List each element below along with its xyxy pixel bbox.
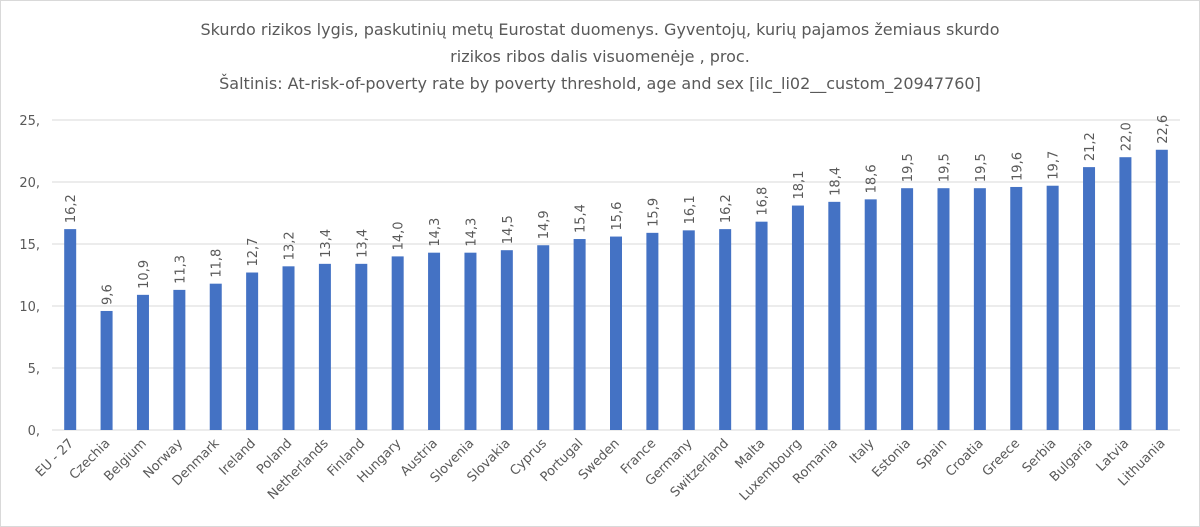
data-label: 14,0 — [392, 221, 407, 250]
bar — [500, 250, 513, 430]
data-label: 15,9 — [646, 198, 661, 227]
bar — [755, 221, 768, 430]
data-label: 16,1 — [683, 195, 698, 224]
bar — [646, 232, 659, 430]
bar — [209, 283, 222, 430]
chart-title-line-3: Šaltinis: At-risk-of-poverty rate by pov… — [219, 74, 981, 93]
data-label: 10,9 — [137, 260, 152, 289]
bar — [464, 252, 477, 430]
bar — [173, 289, 186, 430]
bar — [828, 201, 841, 430]
bar — [973, 188, 986, 430]
bar — [901, 188, 914, 430]
data-label: 15,6 — [610, 202, 625, 231]
data-label: 13,2 — [283, 231, 298, 260]
bar — [136, 294, 149, 430]
y-tick-label: 20, — [19, 176, 40, 191]
data-label: 19,5 — [901, 153, 916, 182]
data-label: 13,4 — [319, 229, 334, 258]
bar — [937, 188, 950, 430]
bar — [1010, 186, 1023, 430]
data-label: 19,6 — [1010, 152, 1025, 181]
x-tick-label: Italy — [847, 436, 878, 467]
data-label: 19,5 — [937, 153, 952, 182]
data-label: 18,6 — [865, 164, 880, 193]
chart-title-line-2: rizikos ribos dalis visuomenėje , proc. — [450, 47, 750, 66]
data-label: 14,9 — [537, 210, 552, 239]
bar — [719, 229, 732, 430]
data-label: 19,7 — [1047, 151, 1062, 180]
bar — [573, 239, 586, 430]
data-label: 14,5 — [501, 215, 516, 244]
bar — [682, 230, 695, 430]
bar — [1083, 167, 1096, 430]
data-label: 16,8 — [756, 187, 771, 216]
bar — [791, 205, 804, 430]
y-tick-label: 10, — [19, 300, 40, 315]
data-label: 12,7 — [246, 238, 261, 267]
bar — [64, 229, 77, 430]
x-tick-label: Ireland — [217, 436, 259, 478]
bar — [1046, 185, 1059, 430]
y-tick-label: 15, — [19, 238, 40, 253]
data-label: 14,3 — [464, 218, 479, 247]
y-tick-label: 0, — [28, 424, 40, 439]
data-label: 18,4 — [828, 167, 843, 196]
bar — [100, 310, 113, 430]
data-label: 9,6 — [101, 284, 116, 305]
bar — [537, 245, 550, 430]
data-label: 19,5 — [974, 153, 989, 182]
bar — [428, 252, 441, 430]
x-tick-label: Sweden — [576, 436, 623, 483]
bar — [864, 199, 877, 430]
bar — [355, 263, 368, 430]
bar — [318, 263, 331, 430]
chart-title-line-1: Skurdo rizikos lygis, paskutinių metų Eu… — [200, 20, 1000, 39]
x-tick-label: Estonia — [869, 436, 913, 480]
data-label: 13,4 — [355, 229, 370, 258]
data-label: 16,2 — [719, 194, 734, 223]
bar — [1119, 157, 1132, 430]
x-tick-label: Greece — [980, 436, 1023, 479]
bar — [282, 266, 295, 430]
bar — [610, 236, 622, 430]
bar — [246, 272, 259, 430]
x-tick-label: Croatia — [943, 436, 987, 480]
data-label: 14,3 — [428, 218, 443, 247]
data-label: 21,2 — [1083, 132, 1098, 161]
data-label: 18,1 — [792, 171, 807, 200]
y-tick-label: 25, — [19, 114, 40, 129]
y-tick-label: 5, — [28, 362, 40, 377]
data-label: 22,6 — [1156, 115, 1171, 144]
bar — [1155, 149, 1168, 430]
data-label: 11,3 — [173, 255, 188, 284]
data-label: 22,0 — [1119, 122, 1134, 151]
data-label: 11,8 — [210, 249, 225, 278]
bar — [391, 256, 404, 430]
data-label: 15,4 — [574, 204, 589, 233]
data-label: 16,2 — [64, 194, 79, 223]
